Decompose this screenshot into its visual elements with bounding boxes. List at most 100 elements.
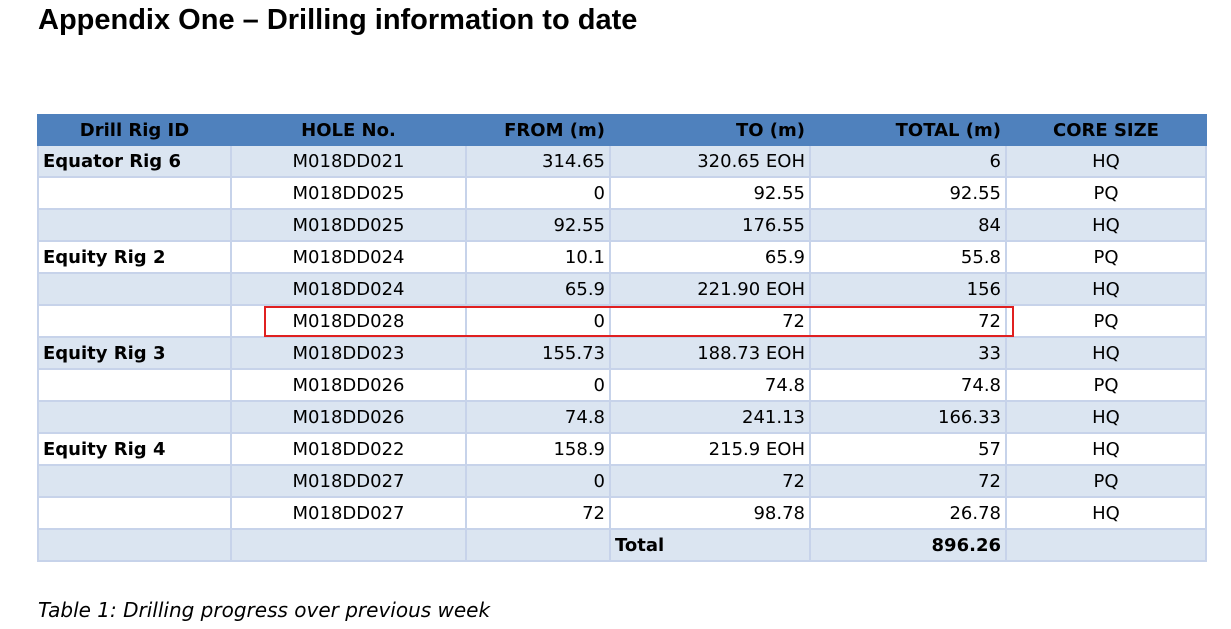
cell-to: 320.65 EOH	[609, 144, 811, 178]
page-title: Appendix One – Drilling information to d…	[38, 4, 638, 36]
cell-to: 176.55	[609, 208, 811, 242]
cell-from: 92.55	[465, 208, 611, 242]
cell-drill-rig-id	[37, 368, 232, 402]
cell-core-size: HQ	[1005, 208, 1207, 242]
cell-from: 158.9	[465, 432, 611, 466]
cell-to: 241.13	[609, 400, 811, 434]
cell-from: 74.8	[465, 400, 611, 434]
cell-drill-rig-id	[37, 176, 232, 210]
cell-hole-no: M018DD026	[230, 368, 467, 402]
cell-from: 0	[465, 176, 611, 210]
cell-drill-rig-id: Equity Rig 4	[37, 432, 232, 466]
header-total: TOTAL (m)	[809, 114, 1007, 146]
cell-from: 155.73	[465, 336, 611, 370]
cell-total: 84	[809, 208, 1007, 242]
cell-core-size: HQ	[1005, 496, 1207, 530]
cell-drill-rig-id: Equity Rig 2	[37, 240, 232, 274]
cell-total: 33	[809, 336, 1007, 370]
cell-from: 65.9	[465, 272, 611, 306]
drilling-table: Drill Rig ID HOLE No. FROM (m) TO (m) TO…	[37, 114, 1207, 562]
table-row: Equator Rig 6 M018DD021 314.65 320.65 EOH 6 H…	[37, 144, 1207, 178]
cell-empty	[1005, 528, 1207, 562]
cell-hole-no: M018DD027	[230, 464, 467, 498]
table-row: Equity Rig 2 M018DD024 10.1 65.9 55.8 PQ	[37, 240, 1207, 274]
cell-from: 72	[465, 496, 611, 530]
cell-core-size: PQ	[1005, 240, 1207, 274]
cell-hole-no: M018DD025	[230, 208, 467, 242]
table-caption: Table 1: Drilling progress over previous…	[38, 598, 491, 622]
cell-from: 0	[465, 464, 611, 498]
table-row: M018DD025 0 92.55 92.55 PQ	[37, 176, 1207, 210]
table-body: Equator Rig 6 M018DD021 314.65 320.65 EOH 6 H…	[37, 144, 1207, 562]
table-row: Equity Rig 4 M018DD022 158.9 215.9 EOH 57 HQ	[37, 432, 1207, 466]
cell-to: 72	[609, 464, 811, 498]
cell-total: 156	[809, 272, 1007, 306]
cell-to: 188.73 EOH	[609, 336, 811, 370]
total-value: 896.26	[809, 528, 1007, 562]
cell-core-size: PQ	[1005, 304, 1207, 338]
cell-core-size: HQ	[1005, 432, 1207, 466]
table-row: M018DD025 92.55 176.55 84 HQ	[37, 208, 1207, 242]
table-row: M018DD027 72 98.78 26.78 HQ	[37, 496, 1207, 530]
header-to: TO (m)	[609, 114, 811, 146]
header-from: FROM (m)	[465, 114, 611, 146]
cell-hole-no: M018DD027	[230, 496, 467, 530]
cell-hole-no: M018DD025	[230, 176, 467, 210]
cell-from: 0	[465, 368, 611, 402]
cell-core-size: HQ	[1005, 400, 1207, 434]
cell-total: 72	[809, 464, 1007, 498]
cell-to: 92.55	[609, 176, 811, 210]
cell-total: 92.55	[809, 176, 1007, 210]
cell-hole-no: M018DD024	[230, 272, 467, 306]
cell-drill-rig-id	[37, 208, 232, 242]
cell-drill-rig-id	[37, 400, 232, 434]
cell-to: 72	[609, 304, 811, 338]
cell-to: 215.9 EOH	[609, 432, 811, 466]
table-row: M018DD026 74.8 241.13 166.33 HQ	[37, 400, 1207, 434]
cell-empty	[230, 528, 467, 562]
cell-empty	[37, 528, 232, 562]
table-row: M018DD027 0 72 72 PQ	[37, 464, 1207, 498]
cell-hole-no: M018DD024	[230, 240, 467, 274]
cell-hole-no: M018DD028	[230, 304, 467, 338]
cell-core-size: HQ	[1005, 336, 1207, 370]
drilling-table-container: Drill Rig ID HOLE No. FROM (m) TO (m) TO…	[37, 114, 1207, 562]
cell-core-size: PQ	[1005, 464, 1207, 498]
cell-from: 0	[465, 304, 611, 338]
cell-to: 74.8	[609, 368, 811, 402]
table-row: M018DD026 0 74.8 74.8 PQ	[37, 368, 1207, 402]
cell-total: 26.78	[809, 496, 1007, 530]
cell-drill-rig-id	[37, 496, 232, 530]
cell-core-size: PQ	[1005, 176, 1207, 210]
cell-hole-no: M018DD023	[230, 336, 467, 370]
cell-hole-no: M018DD022	[230, 432, 467, 466]
cell-to: 221.90 EOH	[609, 272, 811, 306]
cell-total: 55.8	[809, 240, 1007, 274]
cell-total: 6	[809, 144, 1007, 178]
cell-from: 10.1	[465, 240, 611, 274]
cell-hole-no: M018DD026	[230, 400, 467, 434]
header-drill-rig-id: Drill Rig ID	[37, 114, 232, 146]
cell-to: 65.9	[609, 240, 811, 274]
table-row: M018DD024 65.9 221.90 EOH 156 HQ	[37, 272, 1207, 306]
cell-total: 166.33	[809, 400, 1007, 434]
table-total-row: Total 896.26	[37, 528, 1207, 562]
header-hole-no: HOLE No.	[230, 114, 467, 146]
cell-drill-rig-id	[37, 272, 232, 306]
cell-hole-no: M018DD021	[230, 144, 467, 178]
cell-drill-rig-id	[37, 304, 232, 338]
table-row: M018DD028 0 72 72 PQ	[37, 304, 1207, 338]
cell-core-size: HQ	[1005, 144, 1207, 178]
cell-to: 98.78	[609, 496, 811, 530]
cell-drill-rig-id: Equity Rig 3	[37, 336, 232, 370]
table-header-row: Drill Rig ID HOLE No. FROM (m) TO (m) TO…	[37, 114, 1207, 146]
cell-total: 72	[809, 304, 1007, 338]
cell-empty	[465, 528, 611, 562]
cell-drill-rig-id	[37, 464, 232, 498]
total-label: Total	[609, 528, 811, 562]
cell-core-size: PQ	[1005, 368, 1207, 402]
cell-drill-rig-id: Equator Rig 6	[37, 144, 232, 178]
table-row: Equity Rig 3 M018DD023 155.73 188.73 EOH 33 H…	[37, 336, 1207, 370]
cell-total: 57	[809, 432, 1007, 466]
header-core-size: CORE SIZE	[1005, 114, 1207, 146]
